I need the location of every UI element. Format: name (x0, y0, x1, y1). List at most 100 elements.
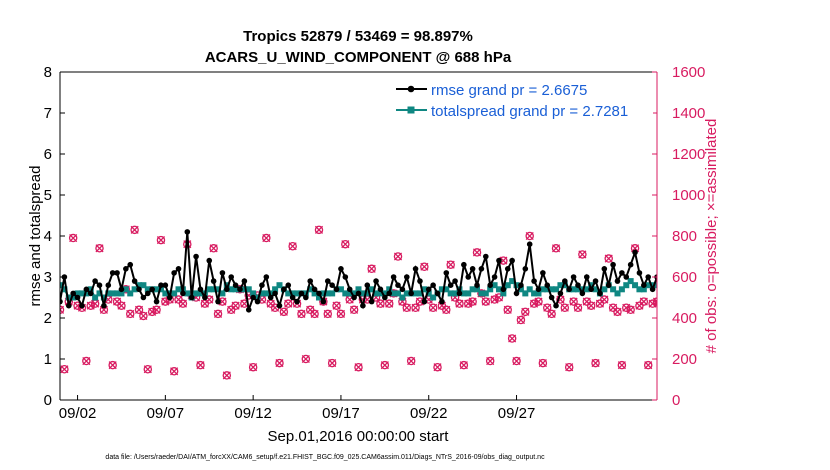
rmse-point (412, 266, 419, 272)
rmse-point (267, 294, 274, 301)
rmse-point (219, 270, 226, 276)
obs-point (139, 311, 148, 321)
totalspread-point (223, 282, 230, 289)
totalspread-point (399, 294, 406, 301)
totalspread-point (390, 290, 397, 297)
legend-totalspread-label: totalspread grand pr = 2.7281 (431, 103, 628, 120)
totalspread-point (144, 286, 151, 293)
totalspread-point (263, 290, 270, 297)
obs-point (275, 358, 284, 368)
rmse-point (649, 286, 656, 293)
totalspread-point (443, 286, 450, 293)
rmse-point (491, 274, 498, 280)
totalspread-point (557, 282, 564, 289)
left-tick-label: 5 (44, 187, 52, 204)
rmse-point (425, 286, 432, 293)
rmse-point (294, 298, 300, 305)
rmse-point (531, 278, 537, 284)
totalspread-point (136, 282, 143, 289)
rmse-point (127, 261, 134, 268)
rmse-point (311, 286, 318, 293)
totalspread-point (74, 290, 81, 297)
rmse-point (430, 282, 436, 289)
rmse-point (548, 294, 555, 301)
rmse-point (96, 282, 103, 289)
rmse-point (579, 290, 586, 297)
rmse-point (338, 266, 344, 272)
obs-point (402, 303, 412, 312)
obs-point (512, 356, 521, 366)
obs-point (547, 309, 556, 319)
rmse-point (434, 290, 441, 297)
totalspread-point (92, 294, 99, 301)
left-tick-label: 2 (44, 310, 52, 327)
obs-point (297, 309, 306, 319)
rmse-point (180, 290, 186, 297)
totalspread-point (474, 286, 481, 293)
rmse-point (158, 282, 164, 289)
rmse-point (193, 253, 199, 260)
legend-totalspread-marker (407, 106, 415, 114)
x-tick-label: 09/27 (498, 405, 536, 422)
totalspread-point (579, 286, 586, 293)
rmse-point (566, 286, 573, 293)
totalspread-point (618, 286, 625, 293)
legend-rmse-label: rmse grand pr = 2.6675 (431, 82, 587, 99)
totalspread-point (78, 290, 85, 297)
rmse-point (364, 282, 371, 289)
totalspread-point (254, 294, 261, 301)
left-tick-label: 0 (44, 392, 52, 409)
rmse-point (149, 286, 155, 293)
obs-point (95, 244, 104, 253)
right-tick-label: 1400 (672, 105, 705, 122)
totalspread-point (544, 286, 551, 293)
chart-title-line2: ACARS_U_WIND_COMPONENT @ 688 hPa (205, 49, 512, 66)
rmse-point (109, 270, 116, 276)
totalspread-point (157, 286, 164, 293)
rmse-point (136, 286, 142, 293)
rmse-point (465, 274, 472, 280)
totalspread-point (482, 290, 489, 297)
rmse-point (144, 290, 151, 297)
totalspread-point (232, 286, 239, 293)
rmse-point (513, 290, 520, 297)
rmse-point (329, 282, 335, 289)
obs-point (354, 362, 363, 372)
rmse-point (557, 290, 564, 297)
obs-point (503, 305, 512, 315)
left-tick-label: 7 (44, 105, 52, 122)
rmse-point (562, 278, 568, 284)
obs-point (406, 356, 416, 366)
rmse-point (588, 286, 594, 293)
rmse-point (641, 282, 647, 289)
rmse-point (342, 274, 349, 280)
right-tick-label: 0 (672, 392, 680, 409)
rmse-point (592, 278, 599, 284)
rmse-point (496, 257, 502, 264)
left-y-ticks: 0 1 2 3 4 5 6 7 8 (44, 64, 65, 409)
rmse-point (263, 274, 270, 280)
totalspread-point (460, 290, 467, 297)
left-tick-label: 8 (44, 64, 52, 81)
obs-point (516, 315, 526, 325)
rmse-point (74, 294, 81, 301)
totalspread-point (553, 286, 560, 293)
rmse-point (237, 286, 243, 293)
totalspread-point (574, 286, 581, 293)
left-tick-label: 1 (44, 351, 52, 368)
rmse-point (636, 270, 643, 276)
rmse-point (324, 278, 331, 284)
totalspread-point (294, 290, 301, 297)
x-tick-label: 09/02 (59, 405, 97, 422)
rmse-point (60, 298, 63, 305)
totalspread-point (627, 278, 634, 285)
totalspread-point (162, 290, 169, 297)
totalspread-point (96, 290, 103, 297)
rmse-point (526, 241, 533, 247)
rmse-point (276, 302, 283, 309)
plot-area (60, 72, 657, 400)
right-tick-label: 400 (672, 310, 697, 327)
rmse-point (320, 298, 327, 305)
rmse-point (307, 278, 314, 284)
rmse-point (360, 302, 366, 309)
